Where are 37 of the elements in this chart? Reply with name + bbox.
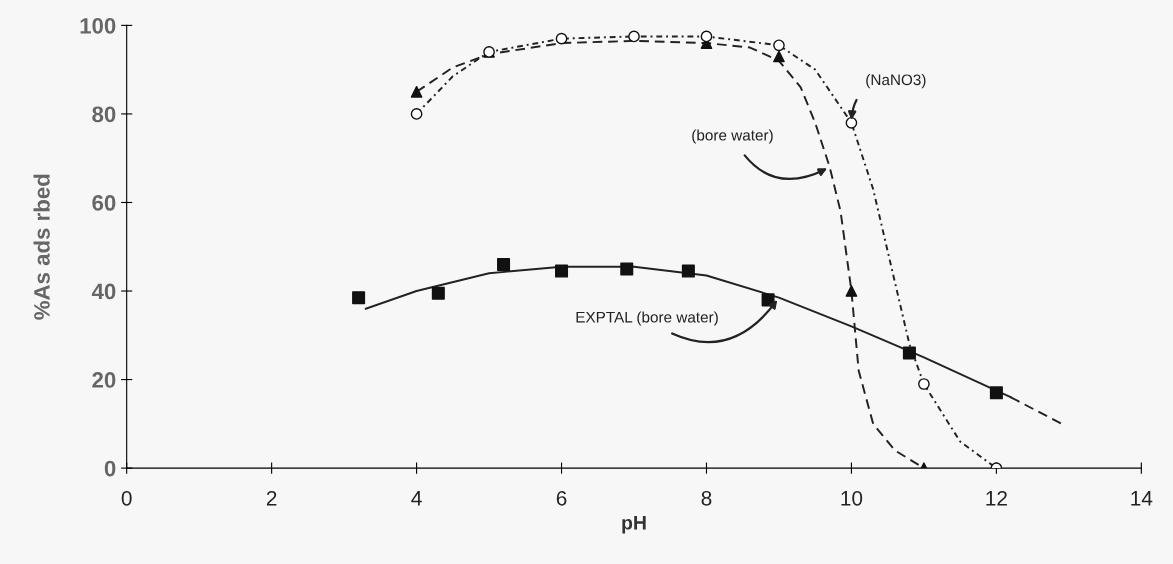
point	[918, 378, 930, 390]
point	[410, 108, 423, 120]
point	[555, 264, 569, 278]
point	[902, 346, 916, 360]
text: (bore water)	[692, 129, 773, 144]
y-tick-label: 100	[80, 17, 116, 34]
x-tick-label: 10	[841, 490, 863, 506]
point	[410, 85, 423, 98]
x-tick-label: 6	[556, 490, 567, 506]
x-tick-label: 4	[411, 491, 422, 506]
y-tick-label: 80	[92, 106, 116, 123]
point	[700, 30, 713, 43]
y-tick-label: 20	[92, 372, 116, 388]
point	[352, 291, 366, 305]
y-tick-label: 60	[92, 195, 116, 211]
x-tick-label: 8	[701, 490, 712, 506]
text: (NaNO3)	[866, 74, 926, 89]
y-tick-label: 0	[104, 460, 116, 477]
point	[628, 30, 640, 43]
point	[620, 262, 634, 276]
point	[989, 386, 1003, 400]
point	[845, 285, 858, 297]
x-tick-label: 14	[1131, 491, 1153, 506]
x-tick-label: 12	[986, 490, 1007, 506]
point	[555, 32, 568, 45]
y-axis-title: %As ads rbed	[33, 174, 50, 320]
x-axis-title: pH	[622, 516, 646, 534]
y-tick-label: 40	[91, 283, 116, 300]
text: EXPTAL (bore water)	[576, 311, 718, 326]
x-tick-label: 2	[266, 490, 277, 506]
point	[845, 116, 858, 129]
point	[431, 286, 445, 300]
point	[773, 50, 785, 63]
point	[497, 257, 511, 271]
point	[773, 39, 785, 52]
point	[681, 264, 695, 278]
x-tick-label: 0	[121, 490, 132, 506]
